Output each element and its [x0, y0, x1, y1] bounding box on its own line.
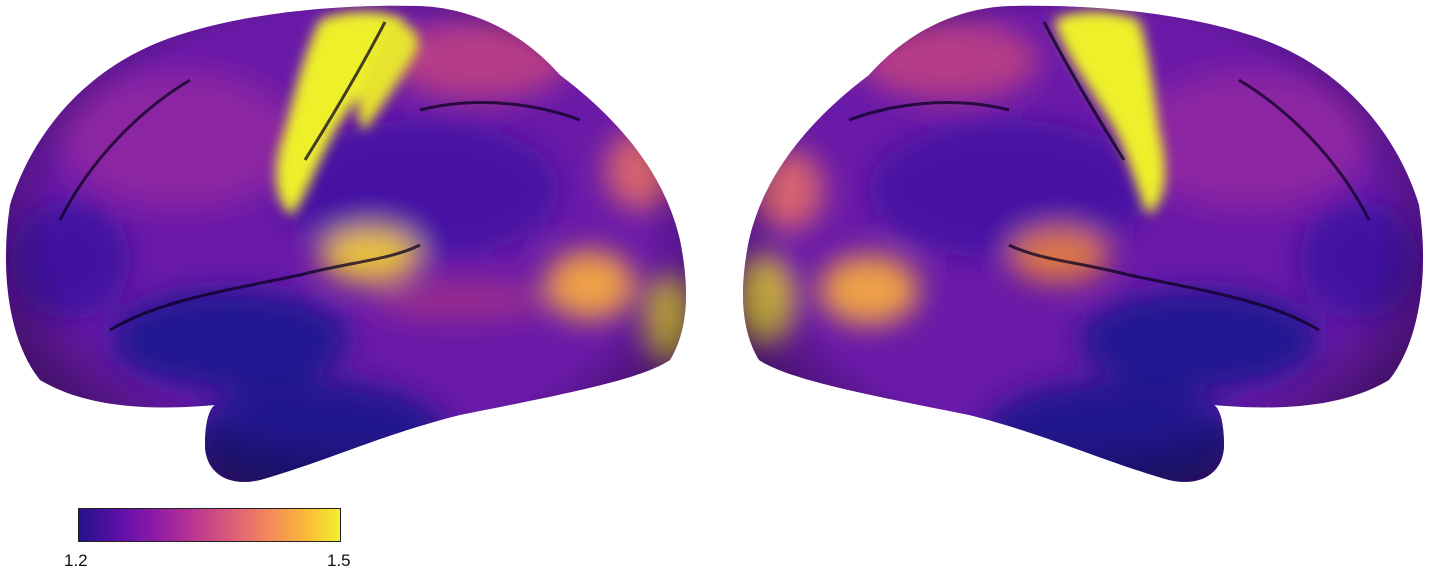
right-hemisphere: [743, 5, 1424, 482]
left-hemisphere: [5, 5, 686, 482]
colorbar-max-label: 1.5: [327, 551, 351, 570]
colorbar-min-label: 1.2: [64, 551, 88, 570]
colorbar: [78, 508, 341, 542]
